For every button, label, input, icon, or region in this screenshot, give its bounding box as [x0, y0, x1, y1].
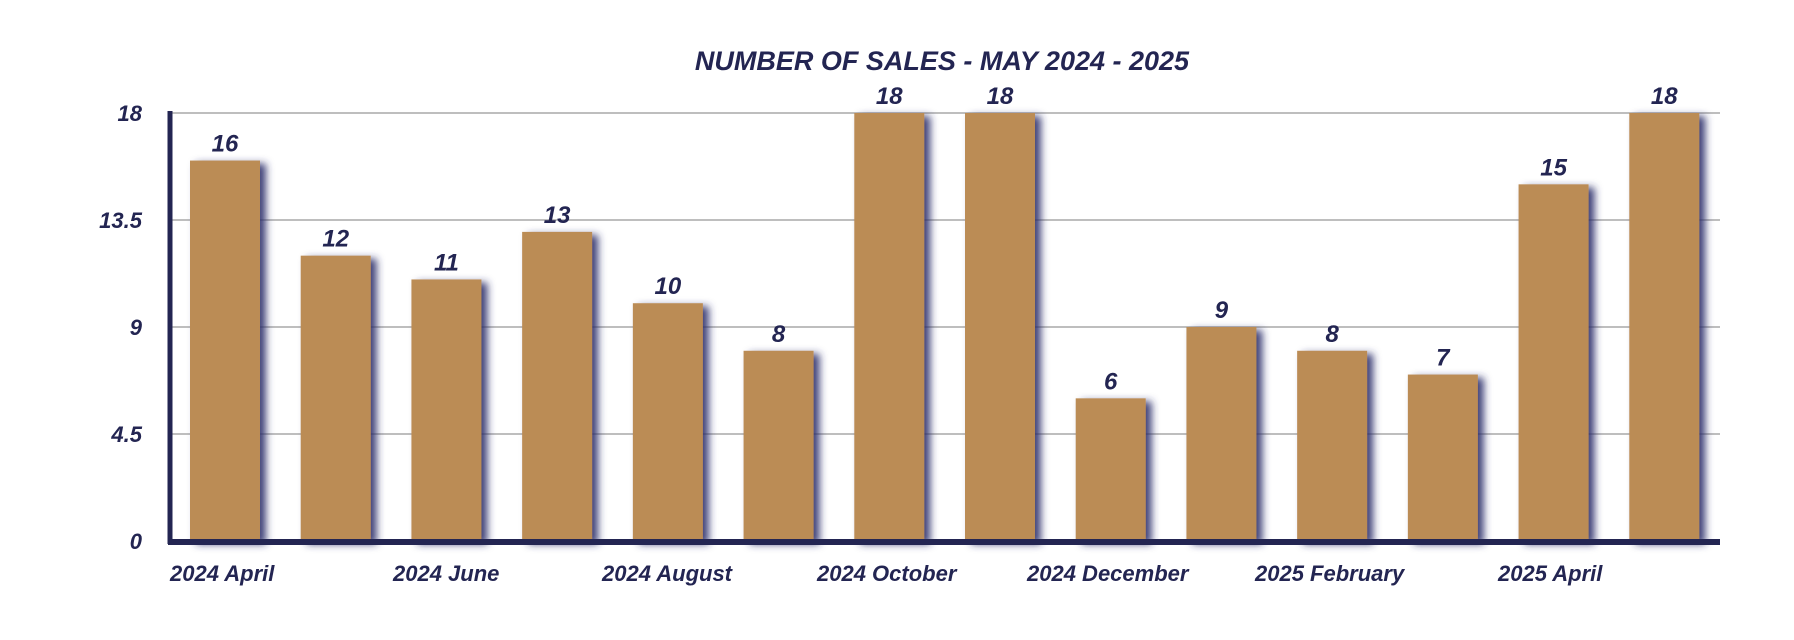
data-label-10: 9	[1215, 297, 1229, 324]
axes	[167, 111, 1720, 545]
x-axis-tick-labels: 2024 April 2024 June 2024 August 2024 Octob…	[169, 561, 1603, 586]
y-tick-label: 4.5	[110, 422, 142, 447]
data-label-6: 8	[772, 321, 786, 348]
data-label-13: 15	[1540, 154, 1567, 181]
bar-4	[522, 231, 593, 541]
x-tick-label: 2024 April	[169, 561, 275, 586]
y-tick-label: 9	[130, 315, 143, 340]
data-label-14: 18	[1651, 83, 1678, 110]
bar-12	[1407, 374, 1478, 541]
y-axis-tick-labels: 0 4.5 9 13.5 18	[99, 101, 143, 554]
data-label-9: 6	[1104, 368, 1118, 395]
bars	[190, 113, 1700, 542]
gridlines	[170, 112, 1720, 435]
y-tick-label: 0	[130, 529, 143, 554]
bar-9	[1075, 398, 1146, 541]
bar-10	[1186, 327, 1257, 541]
data-labels: 16 12 11 13 10 8 18 18 6 9 8 7 15 18	[212, 83, 1679, 395]
data-label-12: 7	[1436, 345, 1451, 372]
bar-6	[743, 350, 814, 541]
x-tick-label: 2024 October	[816, 561, 958, 586]
x-tick-label: 2025 April	[1497, 561, 1603, 586]
data-label-7: 18	[876, 83, 903, 110]
data-label-11: 8	[1325, 321, 1339, 348]
x-tick-label: 2024 December	[1026, 561, 1190, 586]
bar-11	[1297, 350, 1368, 541]
bar-14	[1629, 113, 1700, 541]
x-tick-label: 2025 February	[1254, 561, 1406, 586]
data-label-1: 16	[212, 131, 239, 158]
chart-title: NUMBER OF SALES - MAY 2024 - 2025	[695, 46, 1190, 76]
bar-7	[854, 113, 925, 541]
y-tick-label: 18	[118, 101, 143, 126]
data-label-5: 10	[655, 273, 682, 300]
x-tick-label: 2024 August	[601, 561, 734, 586]
data-label-8: 18	[987, 83, 1014, 110]
bar-8	[965, 113, 1035, 541]
data-label-2: 12	[322, 226, 349, 253]
bar-1	[190, 160, 260, 542]
data-label-4: 13	[544, 202, 571, 229]
bar-3	[411, 279, 482, 541]
bar-2	[300, 255, 371, 541]
bar-5	[632, 303, 703, 541]
data-label-3: 11	[434, 249, 459, 276]
x-tick-label: 2024 June	[392, 561, 499, 586]
bar-13	[1518, 184, 1589, 542]
y-tick-label: 13.5	[99, 208, 143, 233]
